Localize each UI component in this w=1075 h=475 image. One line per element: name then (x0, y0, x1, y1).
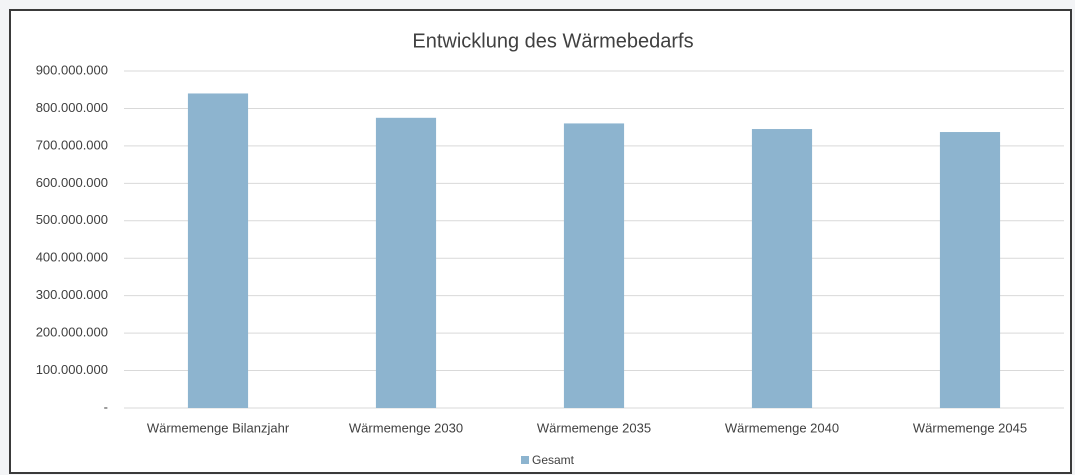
bar (375, 117, 437, 409)
y-tick-label: 200.000.000 (36, 325, 108, 340)
bar (939, 132, 1001, 409)
bar (563, 123, 625, 408)
x-tick-label: Wärmemenge 2030 (349, 420, 463, 435)
x-tick-label: Wärmemenge Bilanzjahr (147, 420, 290, 435)
y-tick-label: - (104, 399, 108, 414)
legend-swatch (521, 456, 529, 464)
x-tick-label: Wärmemenge 2040 (725, 420, 839, 435)
bar (187, 93, 249, 408)
y-tick-label: 300.000.000 (36, 287, 108, 302)
y-tick-label: 800.000.000 (36, 100, 108, 115)
y-tick-label: 400.000.000 (36, 250, 108, 265)
y-tick-label: 700.000.000 (36, 137, 108, 152)
bar (751, 129, 813, 409)
y-tick-label: 100.000.000 (36, 362, 108, 377)
chart-title: Entwicklung des Wärmebedarfs (412, 30, 693, 52)
chart-frame (9, 9, 1072, 474)
x-tick-label: Wärmemenge 2035 (537, 420, 651, 435)
y-tick-label: 600.000.000 (36, 175, 108, 190)
legend-label: Gesamt (532, 453, 575, 467)
y-tick-label: 500.000.000 (36, 212, 108, 227)
y-tick-label: 900.000.000 (36, 62, 108, 77)
x-tick-label: Wärmemenge 2045 (913, 420, 1027, 435)
